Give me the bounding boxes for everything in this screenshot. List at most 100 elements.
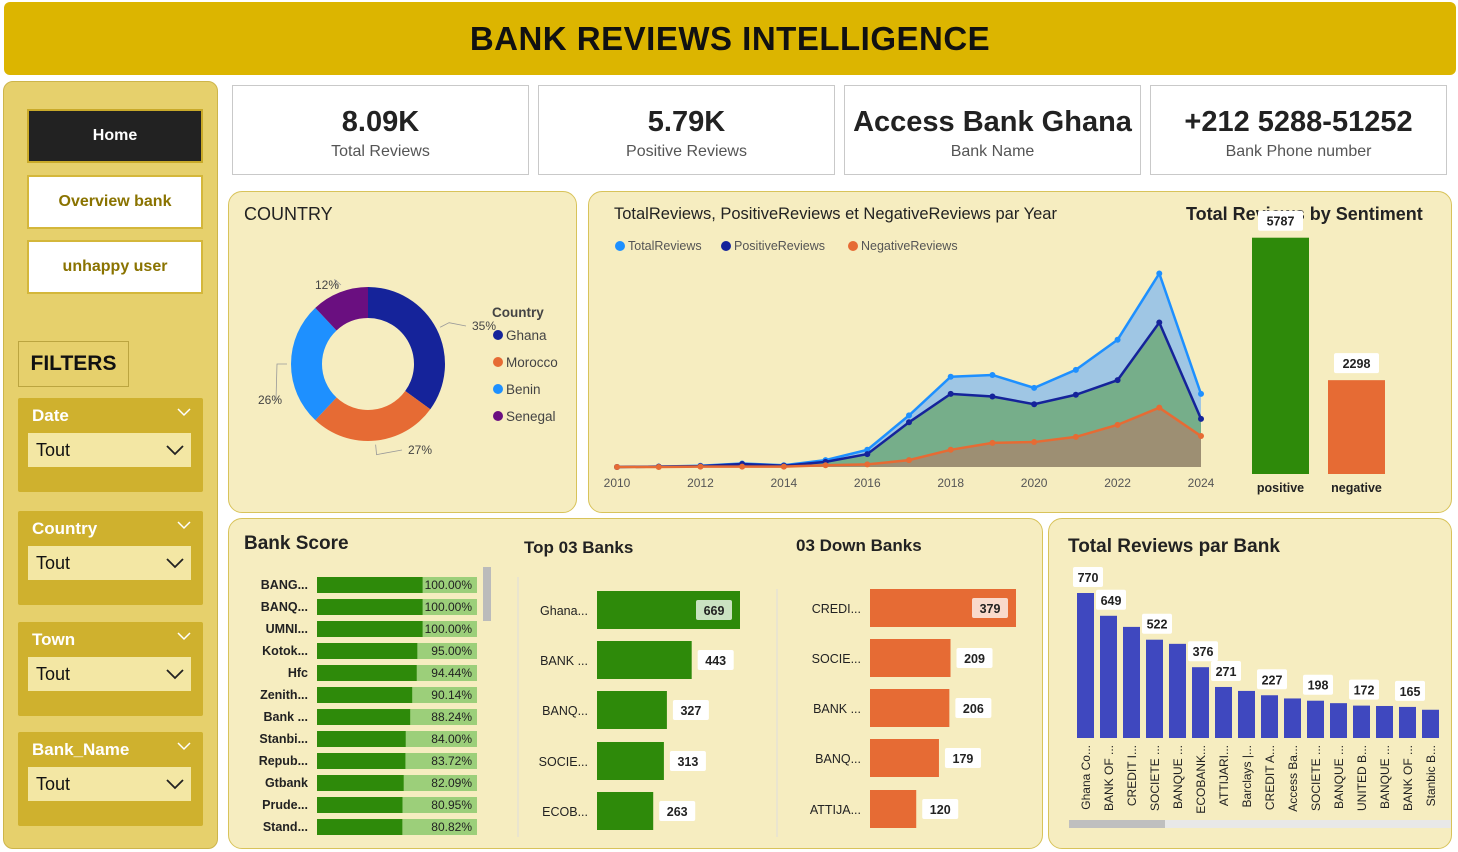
data-point[interactable]: [906, 457, 912, 464]
filter-country-select[interactable]: Tout: [28, 546, 191, 580]
bank-total-bar[interactable]: [1100, 615, 1117, 738]
bank-total-bar[interactable]: [1307, 700, 1324, 738]
legend-item-negativereviews[interactable]: NegativeReviews: [861, 239, 958, 253]
data-point[interactable]: [697, 463, 704, 470]
sentiment-bar-negative[interactable]: [1328, 380, 1385, 474]
data-point[interactable]: [614, 464, 620, 470]
nav-unhappy-user-button[interactable]: unhappy user: [27, 240, 203, 294]
filter-date-select[interactable]: Tout: [28, 433, 191, 467]
top-bank-bar[interactable]: [597, 641, 692, 679]
data-point[interactable]: [1031, 384, 1038, 391]
data-point[interactable]: [1072, 391, 1079, 398]
bank-total-bar[interactable]: [1123, 626, 1140, 738]
legend-item-totalreviews[interactable]: TotalReviews: [628, 239, 702, 253]
filter-bank-name-select[interactable]: Tout: [28, 767, 191, 801]
data-point[interactable]: [1031, 439, 1038, 446]
bank-score-bar[interactable]: [317, 665, 417, 681]
donut-slice-morocco[interactable]: [315, 391, 431, 442]
data-point[interactable]: [864, 461, 871, 468]
data-point[interactable]: [1156, 319, 1163, 326]
donut-slice-benin[interactable]: [291, 307, 337, 421]
bank-score-bar[interactable]: [317, 775, 404, 791]
bank-total-bar[interactable]: [1376, 705, 1393, 738]
bank-score-bar[interactable]: [317, 577, 423, 593]
bank-score-bar[interactable]: [317, 797, 403, 813]
bank-total-bar[interactable]: [1422, 709, 1439, 738]
scrollbar-thumb[interactable]: [1069, 820, 1165, 828]
data-point[interactable]: [1031, 401, 1038, 408]
data-point[interactable]: [906, 412, 912, 419]
top-bank-bar[interactable]: [597, 742, 664, 780]
data-point[interactable]: [1198, 415, 1204, 422]
legend-item-positivereviews[interactable]: PositiveReviews: [734, 239, 825, 253]
bank-total-bar[interactable]: [1399, 706, 1416, 738]
data-point[interactable]: [864, 446, 871, 453]
data-point[interactable]: [947, 373, 954, 380]
bank-score-bar[interactable]: [317, 599, 423, 615]
chevron-down-icon[interactable]: [177, 406, 191, 420]
data-point[interactable]: [1072, 366, 1079, 373]
bank-total-bar[interactable]: [1238, 690, 1255, 738]
bank-total-bar[interactable]: [1077, 593, 1094, 738]
bank-total-bar[interactable]: [1330, 703, 1347, 738]
chevron-down-icon[interactable]: [177, 630, 191, 644]
legend-item-ghana[interactable]: Ghana: [506, 328, 547, 343]
donut-slice-ghana[interactable]: [368, 287, 445, 410]
bank-score-bar[interactable]: [317, 687, 413, 703]
bank-score-bar[interactable]: [317, 709, 411, 725]
nav-home-button[interactable]: Home: [27, 109, 203, 163]
data-point[interactable]: [1198, 433, 1204, 440]
bank-total-bar[interactable]: [1192, 667, 1209, 738]
chevron-down-icon[interactable]: [177, 519, 191, 533]
donut-slice-senegal[interactable]: [315, 287, 368, 331]
bank-score-bar[interactable]: [317, 643, 418, 659]
bank-total-bar[interactable]: [1215, 686, 1232, 738]
bank-score-bar[interactable]: [317, 621, 423, 637]
down-bank-bar[interactable]: [870, 790, 917, 828]
bank-total-category: Access Ba...: [1286, 745, 1300, 812]
nav-overview-bank-button[interactable]: Overview bank: [27, 175, 203, 229]
data-point[interactable]: [989, 371, 996, 378]
data-point[interactable]: [906, 419, 912, 426]
data-point[interactable]: [1114, 336, 1121, 343]
legend-item-senegal[interactable]: Senegal: [506, 409, 556, 424]
chevron-down-icon[interactable]: [177, 740, 191, 754]
down-bank-bar[interactable]: [870, 739, 939, 777]
top-bank-value: 327: [680, 704, 701, 718]
data-point[interactable]: [822, 462, 829, 469]
legend-item-benin[interactable]: Benin: [506, 382, 541, 397]
data-point[interactable]: [739, 463, 746, 470]
top-bank-bar[interactable]: [597, 691, 667, 729]
bank-total-bar[interactable]: [1146, 639, 1163, 738]
data-point[interactable]: [1072, 433, 1079, 440]
data-point[interactable]: [780, 463, 787, 470]
down-bank-value: 120: [930, 803, 951, 817]
bank-total-bar[interactable]: [1169, 643, 1186, 738]
legend-item-morocco[interactable]: Morocco: [506, 355, 558, 370]
bank-score-bar[interactable]: [317, 753, 406, 769]
down-bank-category: BANQ...: [815, 752, 861, 766]
sentiment-bar-positive[interactable]: [1252, 237, 1309, 474]
scrollbar-thumb[interactable]: [483, 567, 491, 621]
bank-total-bar[interactable]: [1284, 698, 1301, 738]
bank-total-bar[interactable]: [1353, 705, 1370, 738]
bank-score-bar[interactable]: [317, 819, 403, 835]
data-point[interactable]: [1114, 421, 1121, 428]
data-point[interactable]: [1198, 390, 1204, 397]
down-bank-bar[interactable]: [870, 639, 951, 677]
top-bank-bar[interactable]: [597, 792, 654, 830]
data-point[interactable]: [989, 439, 996, 446]
legend-marker: [848, 241, 858, 251]
down-bank-bar[interactable]: [870, 689, 950, 727]
data-point[interactable]: [1156, 270, 1163, 277]
data-point[interactable]: [864, 451, 871, 458]
filter-town-select[interactable]: Tout: [28, 657, 191, 691]
data-point[interactable]: [1114, 377, 1121, 384]
bank-score-bar[interactable]: [317, 731, 406, 747]
data-point[interactable]: [1156, 404, 1163, 411]
data-point[interactable]: [655, 464, 662, 470]
data-point[interactable]: [989, 393, 996, 400]
bank-total-bar[interactable]: [1261, 695, 1278, 738]
data-point[interactable]: [947, 446, 954, 453]
data-point[interactable]: [947, 390, 954, 397]
